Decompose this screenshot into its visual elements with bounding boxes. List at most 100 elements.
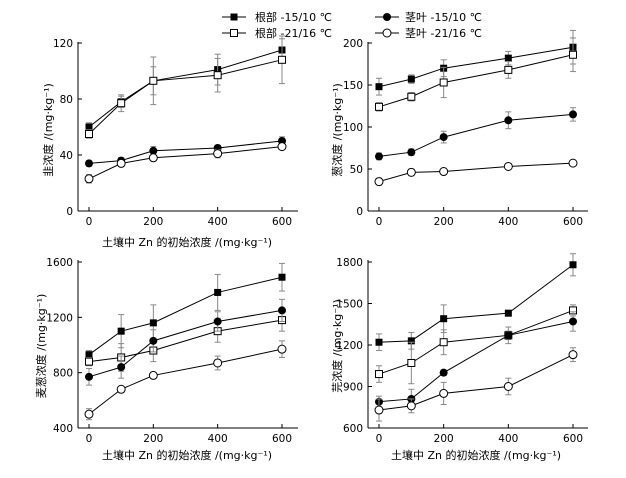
data-point: [85, 123, 93, 131]
legend: 根部 -15/10 ℃ 根部 -21/16 ℃ 茎叶 -15/10 ℃ 茎叶 -…: [222, 10, 482, 40]
data-point: [439, 338, 448, 347]
x-tick-label: 600: [272, 216, 292, 228]
x-tick-label: 400: [498, 216, 518, 228]
data-point: [117, 327, 125, 335]
series-shoot-21-16: [374, 347, 578, 422]
panel-leek: 土壤中 Zn 的初始浓度 /(mg·kg⁻¹) 韭浓度 /(mg·kg⁻¹) 0…: [41, 35, 298, 249]
x-tick-label: 0: [86, 433, 93, 445]
y-tick-label: 1200: [46, 312, 73, 324]
data-point: [117, 99, 126, 108]
data-point: [374, 177, 384, 187]
legend-label-root-21-16: 根部 -21/16 ℃: [255, 26, 332, 40]
series-shoot-15-10: [85, 298, 286, 386]
data-point: [278, 273, 286, 281]
series-root-15-10: [85, 262, 286, 360]
x-tick-label: 400: [208, 216, 228, 228]
x-tick-label: 200: [434, 216, 454, 228]
data-point: [440, 315, 448, 323]
data-point: [84, 174, 94, 184]
data-point: [439, 388, 449, 398]
series-shoot-21-16: [84, 142, 287, 184]
legend-label-root-15-10: 根部 -15/10 ℃: [255, 10, 332, 24]
data-point: [569, 50, 577, 59]
data-point: [116, 158, 126, 168]
x-tick-label: 400: [208, 433, 228, 445]
series-line: [88, 276, 283, 356]
series-shoot-21-16: [374, 158, 578, 187]
data-point: [504, 54, 512, 62]
data-point: [278, 55, 286, 64]
x-axis-label: 土壤中 Zn 的初始浓度 /(mg·kg⁻¹): [391, 448, 561, 462]
open-square-marker-icon: [230, 29, 238, 37]
x-tick-label: 600: [563, 433, 583, 445]
filled-square-marker-icon: [230, 13, 238, 21]
data-point: [504, 116, 513, 125]
y-tick-label: 50: [350, 164, 363, 176]
data-point: [375, 102, 383, 111]
x-tick-label: 400: [498, 433, 518, 445]
series-shoot-15-10: [375, 107, 577, 161]
data-point: [569, 261, 577, 269]
series-root-15-10: [85, 38, 286, 132]
x-tick-label: 0: [86, 216, 93, 228]
data-point: [503, 382, 513, 391]
data-point: [504, 309, 512, 317]
data-point: [375, 152, 383, 161]
data-point: [503, 161, 513, 171]
data-point: [278, 306, 286, 315]
y-tick-label: 1500: [336, 299, 363, 311]
data-point: [85, 372, 93, 381]
x-tick-label: 0: [376, 216, 383, 228]
data-point: [148, 370, 158, 380]
y-tick-label: 0: [66, 206, 73, 218]
y-axis-label: 韭浓度 /(mg·kg⁻¹): [41, 83, 55, 177]
panel-wheat-scallion: 土壤中 Zn 的初始浓度 /(mg·kg⁻¹) 麦葱浓度 /(mg·kg⁻¹) …: [34, 257, 298, 462]
data-point: [375, 83, 383, 91]
data-point: [439, 78, 448, 87]
legend-label-shoot-21-16: 茎叶 -21/16 ℃: [405, 27, 482, 40]
y-tick-label: 1200: [336, 340, 363, 352]
data-point: [407, 337, 415, 345]
y-axis-label: 葱浓度 /(mg·kg⁻¹): [330, 83, 344, 177]
data-point: [277, 344, 287, 354]
data-point: [214, 288, 222, 296]
y-tick-label: 1800: [336, 257, 363, 269]
data-point: [149, 76, 158, 85]
series-shoot-15-10: [375, 311, 577, 410]
legend-item-shoot-21-16: 茎叶 -21/16 ℃: [375, 27, 482, 40]
data-point: [504, 331, 513, 340]
data-point: [407, 75, 415, 83]
panel-coriander: 土壤中 Zn 的初始浓度 /(mg·kg⁻¹) 芫浓度 /(mg·kg⁻¹) 6…: [330, 253, 588, 462]
y-tick-label: 800: [53, 368, 73, 380]
x-tick-label: 600: [563, 216, 583, 228]
data-point: [213, 71, 222, 80]
y-tick-label: 400: [53, 423, 73, 435]
data-point: [374, 405, 384, 415]
data-point: [406, 167, 416, 177]
data-point: [407, 92, 416, 101]
series-line: [88, 59, 283, 135]
series-root-15-10: [375, 29, 577, 96]
series-line: [378, 264, 574, 343]
data-point: [149, 146, 158, 155]
data-point: [568, 158, 578, 168]
data-point: [213, 149, 223, 159]
data-point: [116, 384, 126, 394]
y-tick-label: 1600: [46, 257, 73, 269]
series-root-21-16: [85, 308, 286, 372]
y-tick-label: 900: [343, 382, 363, 394]
legend-item-root-15-10: 根部 -15/10 ℃: [222, 10, 332, 24]
series-root-15-10: [375, 253, 577, 352]
data-point: [149, 319, 157, 327]
data-point: [375, 370, 383, 379]
x-tick-label: 600: [272, 433, 292, 445]
series-shoot-15-10: [85, 136, 286, 168]
data-point: [439, 167, 449, 177]
data-point: [213, 317, 222, 326]
x-axis-label: 土壤中 Zn 的初始浓度 /(mg·kg⁻¹): [102, 448, 272, 462]
data-point: [85, 159, 93, 168]
data-point: [149, 336, 158, 345]
series-root-21-16: [375, 37, 577, 112]
y-tick-label: 120: [53, 38, 73, 50]
